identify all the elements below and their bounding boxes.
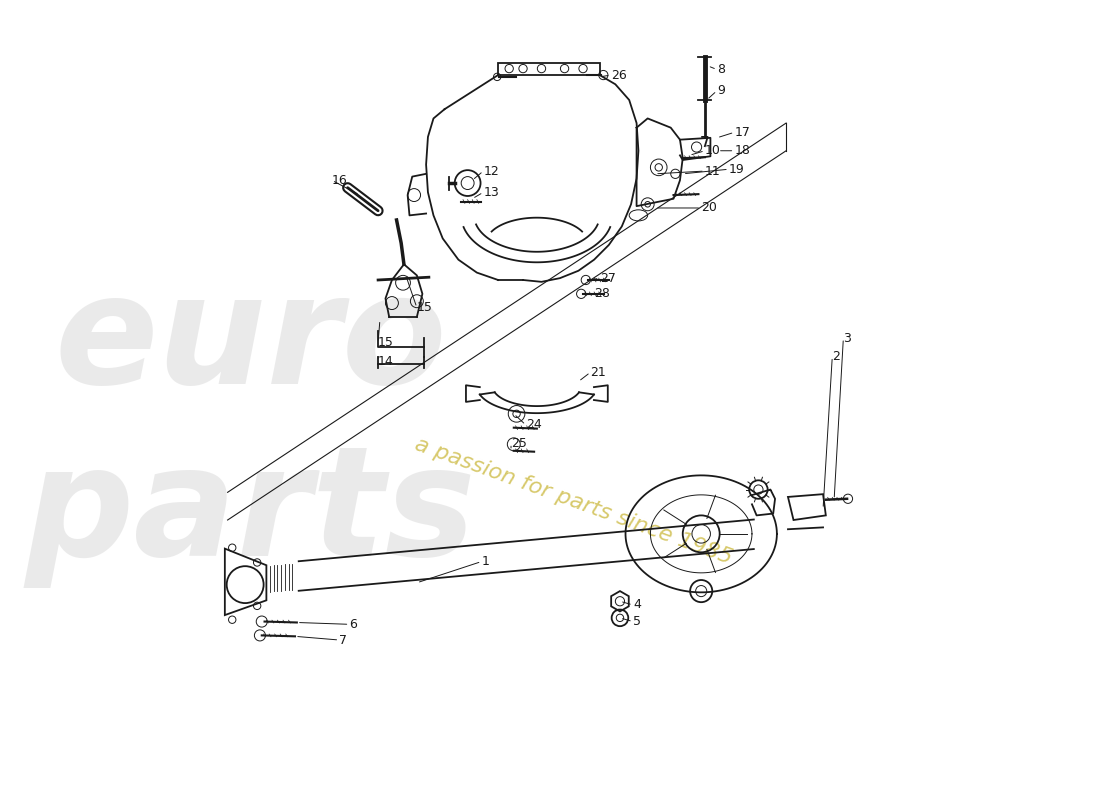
Text: 1: 1 [482, 555, 490, 568]
Text: 21: 21 [591, 366, 606, 379]
Text: 26: 26 [610, 69, 627, 82]
Text: euro
parts: euro parts [25, 267, 476, 588]
Text: 15: 15 [378, 336, 394, 350]
Text: 11: 11 [705, 165, 720, 178]
Text: 24: 24 [526, 418, 541, 431]
Text: 15: 15 [417, 301, 432, 314]
Text: 17: 17 [735, 126, 750, 138]
Text: 6: 6 [350, 618, 358, 631]
Text: 27: 27 [600, 272, 616, 285]
Text: 19: 19 [729, 162, 745, 176]
Text: 10: 10 [705, 144, 720, 158]
Text: 14: 14 [378, 354, 394, 368]
Text: 8: 8 [717, 63, 725, 76]
Text: 25: 25 [512, 437, 527, 450]
Text: 12: 12 [483, 165, 499, 178]
Text: a passion for parts since 1985: a passion for parts since 1985 [412, 434, 735, 569]
Text: 9: 9 [717, 84, 725, 98]
Text: 20: 20 [701, 202, 717, 214]
Text: 5: 5 [632, 615, 641, 628]
Text: 3: 3 [844, 332, 851, 345]
Text: 7: 7 [339, 634, 348, 646]
Text: 16: 16 [332, 174, 348, 186]
Text: 2: 2 [833, 350, 840, 363]
Text: 28: 28 [594, 287, 610, 300]
Text: 13: 13 [483, 186, 499, 198]
Text: 18: 18 [735, 144, 750, 158]
Text: 4: 4 [632, 598, 641, 611]
